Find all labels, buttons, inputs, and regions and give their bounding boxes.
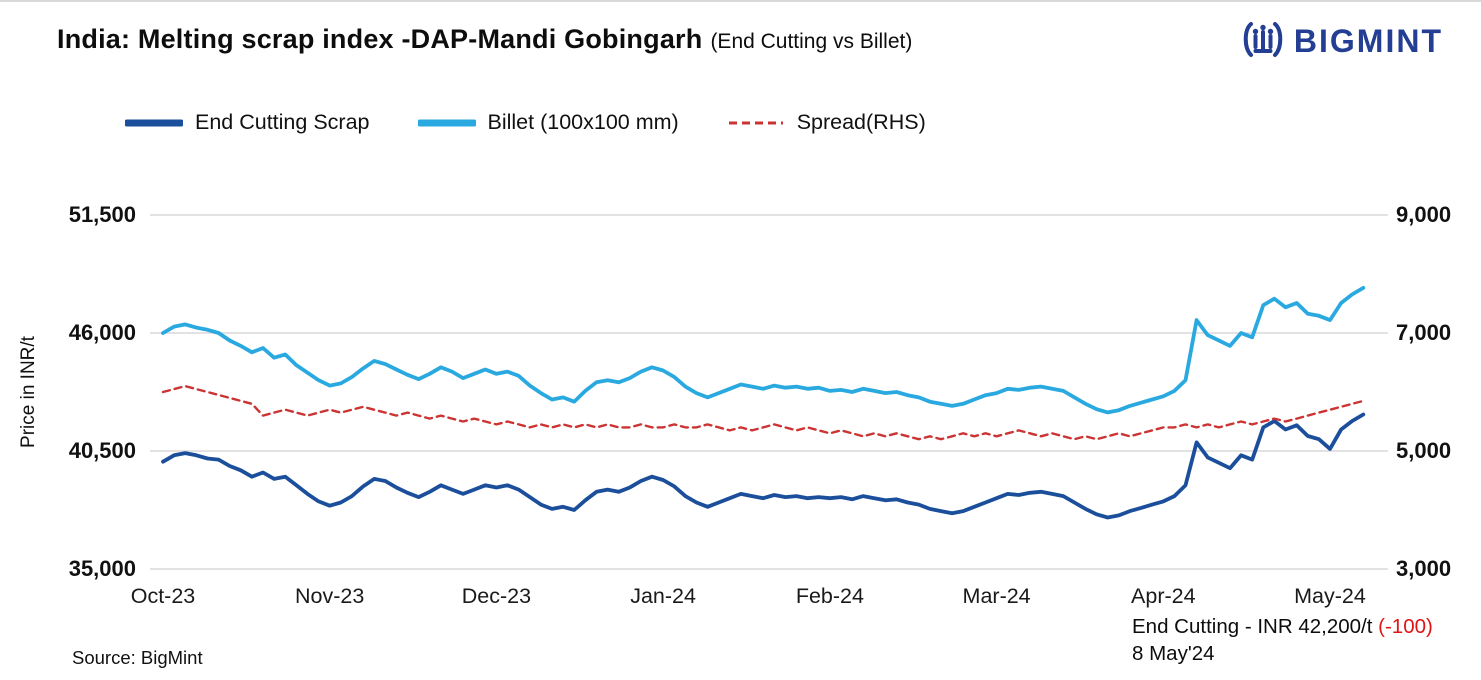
series-line-billet-100x100-mm — [161, 285, 1366, 415]
series-line-end-cutting-scrap — [161, 412, 1366, 520]
left-axis-tick-label: 40,500 — [68, 438, 136, 463]
legend-swatch-billet-icon — [417, 119, 476, 126]
right-axis-tick-label: 7,000 — [1396, 320, 1452, 345]
right-axis-tick-label: 9,000 — [1396, 202, 1452, 227]
x-axis-tick-label: Mar-24 — [962, 584, 1031, 608]
page-subtitle: (End Cutting vs Billet) — [710, 30, 913, 53]
right-axis-tick-label: 5,000 — [1396, 438, 1452, 463]
annotation-price-text: End Cutting - INR 42,200/t — [1132, 615, 1379, 638]
series-line-spread-rhs — [161, 384, 1365, 441]
latest-price-annotation: End Cutting - INR 42,200/t (-100) 8 May'… — [1132, 613, 1433, 667]
legend-label-end-cutting: End Cutting Scrap — [195, 110, 370, 134]
x-axis-tick-label: Nov-23 — [295, 584, 365, 608]
legend-label-spread: Spread(RHS) — [796, 110, 926, 134]
chart-legend: End Cutting Scrap Billet (100x100 mm) Sp… — [125, 110, 926, 135]
chart-header: India: Melting scrap index -DAP-Mandi Go… — [57, 24, 912, 55]
x-axis-tick-label: Oct-23 — [130, 584, 196, 608]
annotation-price-line: End Cutting - INR 42,200/t (-100) — [1132, 613, 1433, 640]
legend-item-billet: Billet (100x100 mm) — [417, 110, 679, 135]
legend-swatch-spread-icon — [728, 121, 783, 124]
right-axis-tick-label: 3,000 — [1396, 556, 1452, 581]
source-note: Source: BigMint — [72, 647, 203, 668]
legend-item-end-cutting: End Cutting Scrap — [125, 110, 370, 135]
x-axis-tick-label: Feb-24 — [795, 584, 864, 608]
x-axis-tick-label: Apr-24 — [1131, 584, 1196, 608]
annotation-change-value: (-100) — [1378, 615, 1433, 638]
left-axis-tick-label: 46,000 — [68, 320, 136, 345]
annotation-date: 8 May'24 — [1132, 642, 1215, 665]
legend-item-spread: Spread(RHS) — [727, 110, 926, 135]
bigmint-logo-icon — [1243, 22, 1283, 57]
bigmint-logo: BIGMINT — [1240, 18, 1443, 64]
x-axis-tick-label: Dec-23 — [461, 584, 532, 608]
page-title: India: Melting scrap index -DAP-Mandi Go… — [57, 24, 703, 54]
x-axis-tick-label: May-24 — [1294, 584, 1366, 608]
legend-label-billet: Billet (100x100 mm) — [487, 110, 679, 134]
bigmint-logo-text: BIGMINT — [1293, 22, 1443, 59]
left-axis-title: Price in INR/t — [18, 336, 39, 448]
left-axis-tick-label: 51,500 — [68, 202, 136, 227]
x-axis-tick-label: Jan-24 — [630, 584, 696, 608]
left-axis-tick-label: 35,000 — [68, 556, 136, 581]
legend-swatch-end-cutting-icon — [125, 119, 183, 126]
